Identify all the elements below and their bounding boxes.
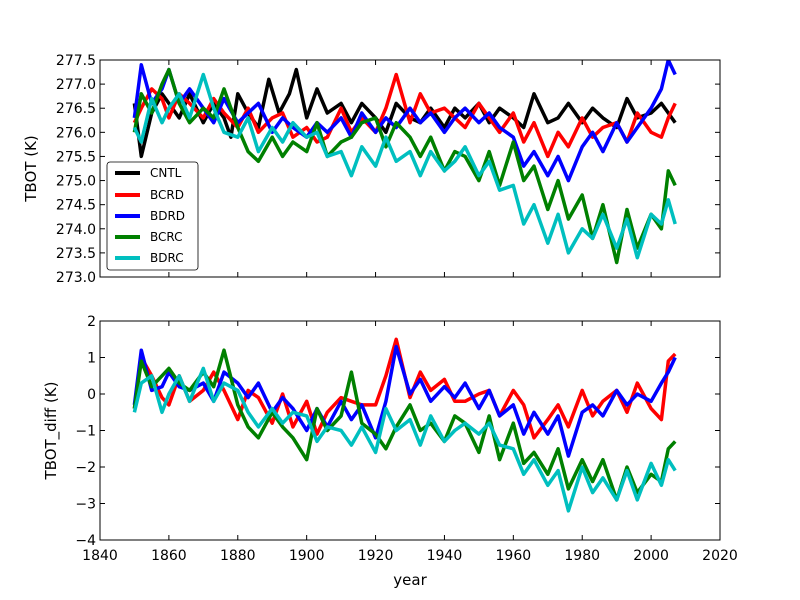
y-tick-label: 2: [87, 314, 96, 330]
top-series-group: [132, 60, 677, 265]
y-tick-label: 277.0: [56, 77, 96, 93]
legend-label-bdrd: BDRD: [150, 209, 185, 223]
legend: CNTL BCRD BDRD BCRC BDRC: [106, 161, 199, 271]
legend-entry-bcrd: BCRD: [115, 188, 184, 202]
x-tick-label: 2020: [702, 548, 738, 564]
legend-label-bcrd: BCRD: [150, 188, 184, 202]
legend-entry-bdrc: BDRC: [115, 251, 184, 265]
y-tick-label: 273.5: [56, 246, 96, 262]
x-tick-label: 1920: [358, 548, 394, 564]
top-y-axis-label: TBOT (K): [22, 135, 40, 202]
legend-label-cntl: CNTL: [150, 166, 182, 180]
top-ticks-group: 273.0 273.5 274.0 274.5 275.0 275.5 276.0 276.5…: [56, 53, 721, 286]
bottom-y-axis-label: TBOT_diff (K): [42, 382, 61, 481]
y-tick-label: 274.0: [56, 222, 96, 238]
y-tick-label: −3: [75, 497, 96, 513]
series-line-bdrc: [132, 72, 677, 260]
legend-entry-cntl: CNTL: [115, 166, 182, 180]
y-tick-label: 0: [87, 387, 96, 403]
y-tick-label: 275.0: [56, 174, 96, 190]
x-tick-label: 1940: [427, 548, 463, 564]
y-tick-label: 273.0: [56, 270, 96, 286]
x-tick-label: 1860: [151, 548, 187, 564]
bottom-ticks-group: 1840 1860 1880 1900 1920 1940 1960 1980 2000 2020…: [75, 314, 737, 564]
bottom-panel: 1840 1860 1880 1900 1920 1940 1960 1980 2000 2020…: [42, 314, 738, 589]
x-tick-label: 2000: [633, 548, 669, 564]
legend-label-bcrc: BCRC: [150, 230, 183, 244]
x-tick-label: 1880: [220, 548, 256, 564]
x-tick-label: 1840: [82, 548, 118, 564]
y-tick-label: −4: [75, 533, 96, 549]
legend-entry-bdrd: BDRD: [115, 209, 185, 223]
x-tick-label: 1960: [496, 548, 532, 564]
y-tick-label: 276.5: [56, 101, 96, 117]
bottom-series-group: [132, 337, 677, 513]
top-plot-area: [100, 60, 720, 277]
legend-box: [106, 161, 199, 271]
y-tick-label: 275.5: [56, 149, 96, 165]
legend-entry-bcrc: BCRC: [115, 230, 183, 244]
x-axis-label: year: [393, 571, 427, 589]
top-axes-frame: [99, 59, 721, 278]
y-tick-label: −2: [75, 460, 96, 476]
y-tick-label: 1: [87, 351, 96, 367]
y-tick-label: 277.5: [56, 53, 96, 69]
series-line-bdrc: [132, 366, 677, 513]
y-tick-label: −1: [75, 424, 96, 440]
x-tick-label: 1900: [289, 548, 325, 564]
series-line-bdrd: [132, 60, 677, 183]
y-tick-label: 276.0: [56, 125, 96, 141]
legend-label-bdrc: BDRC: [150, 251, 184, 265]
top-panel: 273.0 273.5 274.0 274.5 275.0 275.5 276.0 276.5…: [22, 53, 721, 286]
bottom-plot-area: [100, 321, 720, 540]
y-tick-label: 274.5: [56, 198, 96, 214]
x-tick-label: 1980: [564, 548, 600, 564]
series-line-bcrc: [132, 348, 677, 502]
